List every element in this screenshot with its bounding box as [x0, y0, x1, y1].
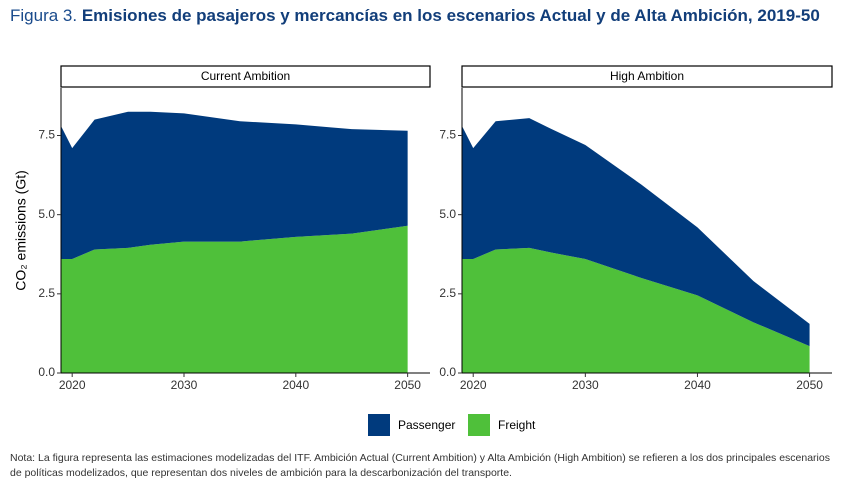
y-axis-label: CO₂ emissions (Gt): [13, 170, 29, 291]
facet-strip: [60, 65, 431, 88]
legend-label: Passenger: [398, 418, 455, 432]
y-tick-label: 2.5: [439, 286, 456, 300]
x-tick-label: 2050: [394, 378, 421, 392]
x-tick-label: 2030: [171, 378, 198, 392]
y-tick-label: 7.5: [439, 128, 456, 142]
title: Figura 3. Emisiones de pasajeros y merca…: [10, 6, 820, 26]
x-tick-label: 2040: [684, 378, 711, 392]
y-tick-label: 0.0: [439, 365, 456, 379]
x-tick-label: 2040: [282, 378, 309, 392]
y-tick-label: 2.5: [38, 286, 55, 300]
y-tick-label: 5.0: [38, 207, 55, 221]
legend-label: Freight: [498, 418, 536, 432]
figure-label: Figura 3.: [10, 6, 78, 25]
note: Nota: La figura representa las estimacio…: [10, 452, 830, 479]
x-tick-label: 2050: [796, 378, 823, 392]
x-tick-label: 2020: [460, 378, 487, 392]
legend-swatch: [468, 414, 490, 436]
facet-title: High Ambition: [610, 69, 684, 83]
y-tick-label: 7.5: [38, 128, 55, 142]
area: [61, 225, 408, 373]
x-tick-label: 2030: [572, 378, 599, 392]
area: [462, 247, 810, 373]
x-tick-label: 2020: [59, 378, 86, 392]
y-tick-label: 5.0: [439, 207, 456, 221]
facet-title: Current Ambition: [201, 69, 290, 83]
area: [462, 118, 810, 347]
y-tick-label: 0.0: [38, 365, 55, 379]
area: [61, 111, 408, 259]
legend-swatch: [368, 414, 390, 436]
chart: Current Ambition 0.0 2.5 5.0 7.5 2020 2030 2040…: [13, 65, 833, 436]
title-text: Emisiones de pasajeros y mercancías en l…: [81, 6, 820, 25]
facet-strip: [461, 65, 833, 88]
